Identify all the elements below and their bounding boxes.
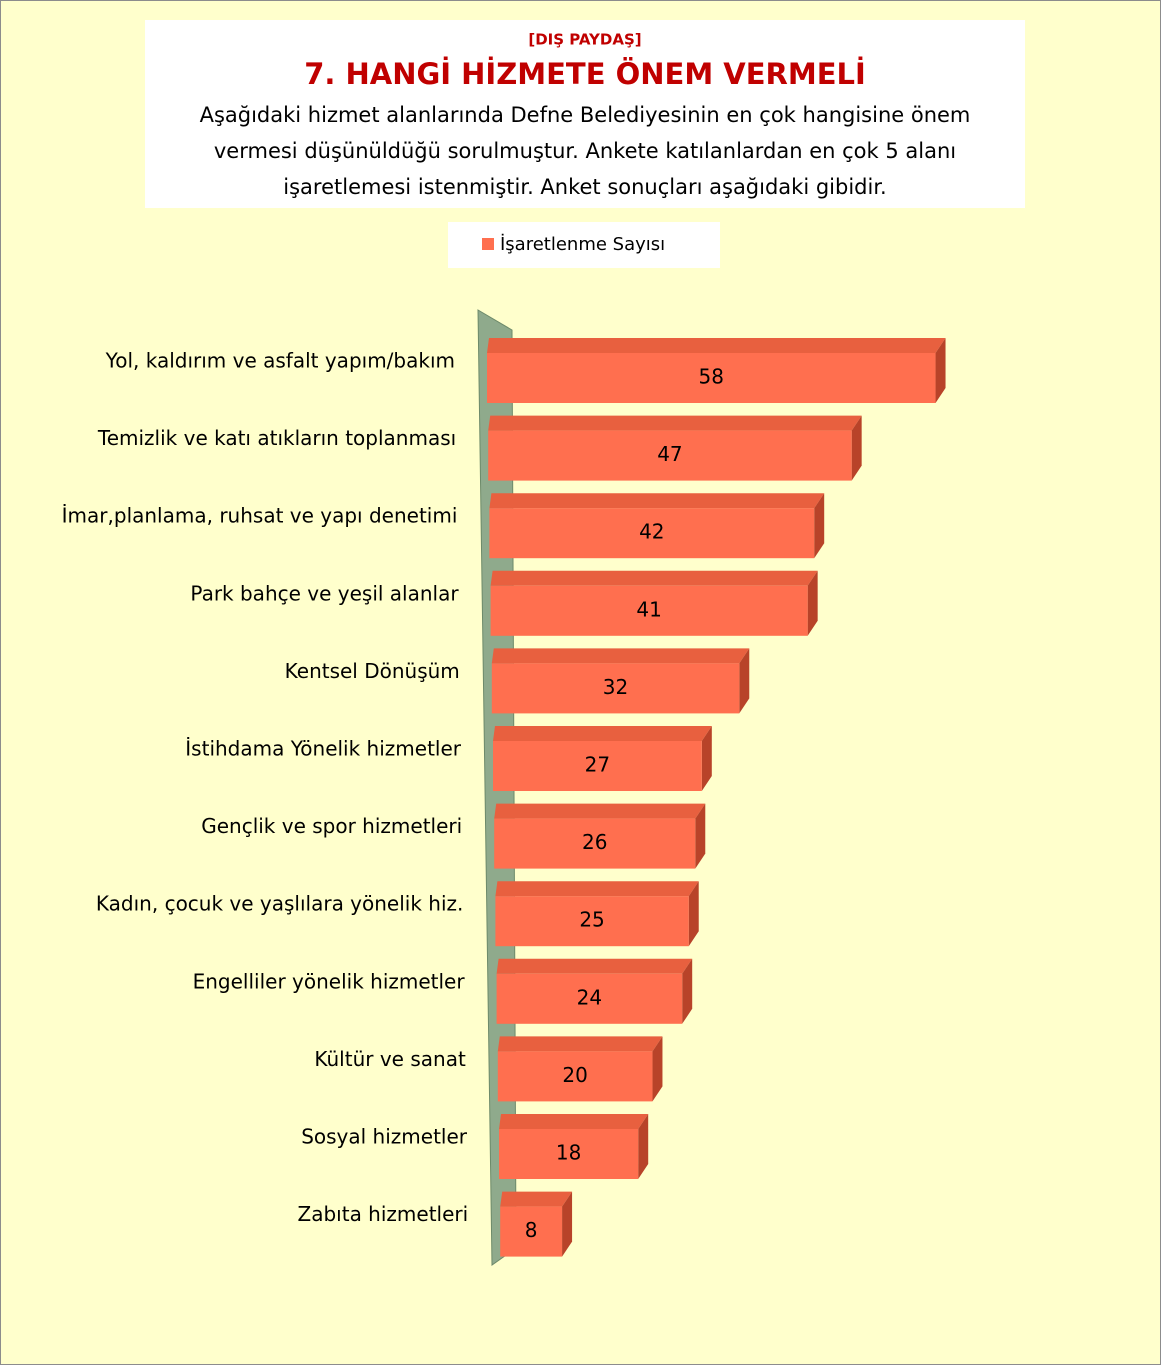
bar-side <box>682 958 693 1024</box>
bar-top <box>499 1114 649 1129</box>
category-label: İmar,planlama, ruhsat ve yapı denetimi <box>62 504 458 528</box>
bar <box>495 896 689 947</box>
legend-swatch <box>482 238 494 250</box>
value-label: 32 <box>603 675 628 699</box>
category-label: Kentsel Dönüşüm <box>285 659 460 683</box>
category-label: Engelliler yönelik hizmetler <box>193 969 466 993</box>
bar <box>494 818 696 869</box>
bar <box>487 353 936 403</box>
value-label: 25 <box>579 908 604 932</box>
value-label: 24 <box>577 985 602 1009</box>
category-label: İstihdama Yönelik hizmetler <box>185 737 461 761</box>
bar-top <box>500 1191 573 1207</box>
value-label: 8 <box>525 1218 538 1242</box>
bar-side <box>935 338 946 403</box>
bar-side <box>851 415 862 481</box>
legend-label: İşaretlenme Sayısı <box>500 234 665 255</box>
bar-side <box>638 1114 649 1179</box>
bar-side <box>562 1191 573 1257</box>
bar <box>490 585 808 636</box>
bar <box>500 1206 563 1257</box>
category-label: Temizlik ve katı atıkların toplanması <box>97 426 456 450</box>
bar-top <box>488 415 862 431</box>
bar <box>489 508 815 559</box>
value-label: 20 <box>562 1063 587 1087</box>
bar-top <box>494 803 706 819</box>
plot: 58 Yol, kaldırım ve asfalt yapım/bakım 47 T… <box>62 338 946 1257</box>
bar <box>497 1051 653 1102</box>
kicker: [DIŞ PAYDAŞ] <box>528 31 641 49</box>
subtitle-line: vermesi düşünüldüğü sorulmuştur. Ankete … <box>214 139 956 163</box>
bar-top <box>497 1036 663 1052</box>
bar-top <box>496 958 693 974</box>
category-label: Yol, kaldırım ve asfalt yapım/bakım <box>105 349 455 373</box>
bar <box>499 1129 639 1179</box>
category-label: Gençlik ve spor hizmetleri <box>201 814 462 838</box>
bar-side <box>814 493 825 559</box>
bar-top <box>491 648 750 664</box>
bar-side <box>688 881 699 947</box>
category-label: Park bahçe ve yeşil alanlar <box>190 581 459 605</box>
category-label: Kültür ve sanat <box>314 1047 466 1071</box>
title-box <box>145 20 1025 208</box>
bar-side <box>701 726 712 791</box>
chart-title: 7. HANGİ HİZMETE ÖNEM VERMELİ <box>304 57 866 91</box>
value-label: 26 <box>582 830 607 854</box>
value-label: 18 <box>556 1141 581 1165</box>
value-label: 58 <box>699 365 724 389</box>
category-label: Zabıta hizmetleri <box>298 1202 469 1226</box>
subtitle-line: Aşağıdaki hizmet alanlarında Defne Beled… <box>200 103 971 127</box>
bar-top <box>489 493 825 509</box>
bar <box>488 430 852 481</box>
bar-top <box>490 570 818 586</box>
category-label: Kadın, çocuk ve yaşlılara yönelik hiz. <box>96 892 463 916</box>
bar-side <box>652 1036 663 1102</box>
bar-top <box>495 881 699 897</box>
bar-side <box>695 803 706 869</box>
value-label: 27 <box>585 753 610 777</box>
value-label: 42 <box>639 520 664 544</box>
bar-top <box>493 726 712 741</box>
value-label: 47 <box>657 442 682 466</box>
bar-side <box>739 648 750 714</box>
bar-side <box>807 570 818 636</box>
value-label: 41 <box>636 597 661 621</box>
bar <box>491 663 740 714</box>
subtitle-line: işaretlemesi istenmiştir. Anket sonuçlar… <box>283 175 886 199</box>
bar <box>493 741 702 791</box>
bar-top <box>487 338 946 353</box>
category-label: Sosyal hizmetler <box>301 1125 468 1149</box>
bar <box>496 973 683 1024</box>
